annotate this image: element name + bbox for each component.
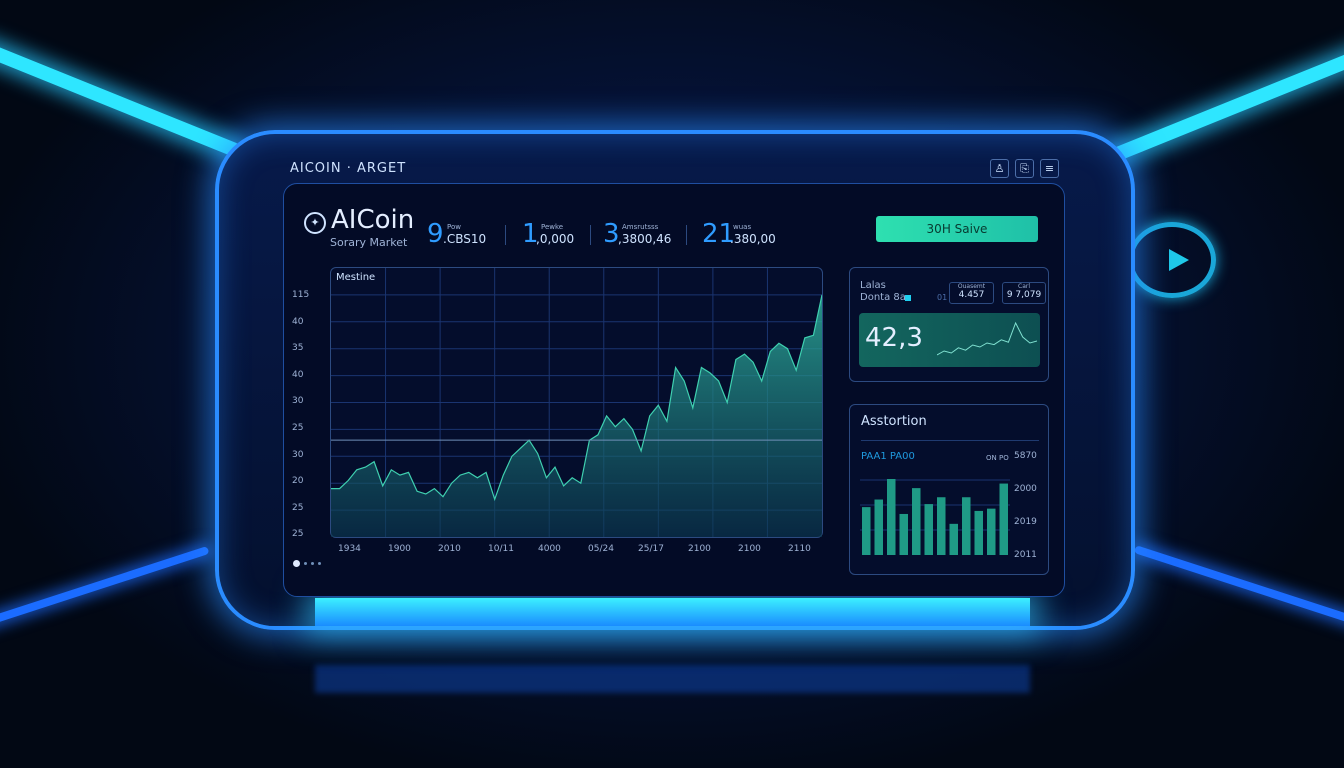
divider — [590, 225, 591, 245]
bar — [999, 483, 1008, 555]
pager-dot — [304, 562, 307, 565]
divider — [686, 225, 687, 245]
pager-dot — [318, 562, 321, 565]
x-tick-label: 1900 — [388, 544, 411, 554]
stat-big: 9 — [427, 219, 444, 249]
y-tick-label: 20 — [292, 476, 304, 487]
x-tick-label: 25/17 — [638, 544, 664, 554]
bar — [924, 504, 933, 555]
y-tick-label: 30 — [292, 449, 304, 460]
status-square — [905, 295, 911, 301]
menu-icon[interactable]: ≡ — [1040, 159, 1059, 178]
play-icon — [1169, 249, 1189, 271]
brand-subtitle: Sorary Market — [330, 236, 408, 249]
bar — [887, 479, 896, 555]
y-tick-label: 2000 — [1014, 484, 1037, 494]
stat-label: Pewke — [541, 223, 564, 231]
x-tick-label: 2100 — [688, 544, 711, 554]
y-tick-label: 2011 — [1014, 550, 1037, 560]
y-tick-label: 2019 — [1014, 517, 1037, 527]
pager — [293, 560, 321, 567]
pager-dot — [293, 560, 300, 567]
y-tick-label: 25 — [292, 423, 304, 433]
series-line — [331, 294, 822, 502]
sparkline-line — [937, 321, 1037, 356]
underglow-bar — [315, 598, 1030, 626]
divider — [861, 440, 1039, 441]
box-value: 9 7,079 — [1006, 290, 1042, 300]
bar — [862, 507, 871, 555]
y-tick-label: 25 — [292, 529, 304, 540]
stat-big: 3 — [603, 219, 620, 249]
bar — [874, 499, 883, 555]
play-button[interactable] — [1128, 222, 1216, 298]
bar-card: Asstortion PAA1 PA00 ON PO 5870 2000 2019 2… — [849, 404, 1049, 575]
box-label: Carl — [1018, 283, 1030, 290]
summary-label: Lalas — [860, 280, 886, 291]
bar — [962, 497, 971, 555]
bar — [912, 488, 921, 555]
stat-value: ,3800,46 — [618, 232, 672, 246]
reflection — [315, 665, 1030, 693]
y-tick-label: 25 — [292, 502, 304, 513]
x-tick-label: 05/24 — [588, 544, 614, 554]
box-label: Ouasemt — [957, 283, 986, 290]
divider — [505, 225, 506, 245]
chart-title: Mestine — [336, 272, 376, 283]
coin-logo-icon: ✦ — [304, 212, 326, 234]
bar-card-tag: ON PO — [986, 454, 1009, 462]
bar — [937, 497, 946, 555]
stat-value: .380,00 — [730, 232, 776, 246]
bar — [949, 523, 958, 555]
person-icon[interactable]: ♙ — [990, 159, 1009, 178]
y-tick-label: 115 — [292, 290, 310, 300]
bar — [987, 508, 996, 555]
sparkline — [937, 321, 1037, 356]
main-chart-panel: Mestine — [330, 267, 823, 538]
pager-dot — [311, 562, 314, 565]
bookmark-icon[interactable]: ⎘ — [1015, 159, 1034, 178]
big-value: 42,3 — [865, 323, 923, 353]
window-title: AICOIN · ARGET — [290, 161, 407, 176]
bar-card-title: Asstortion — [861, 414, 927, 429]
summary-card: Lalas Donta 8a. 01 Ouasemt 4.457 Carl 9 … — [849, 267, 1049, 382]
y-tick-label: 30 — [292, 396, 304, 407]
summary-prefix: 01 — [937, 293, 948, 302]
stat-big: 1 — [522, 219, 539, 249]
stat-value: .CBS10 — [443, 232, 487, 246]
stat-label: wuas — [733, 223, 752, 231]
action-button[interactable]: 30H Saive — [876, 216, 1038, 242]
box-value: 4.457 — [958, 290, 985, 300]
bar-card-subtitle: PAA1 PA00 — [861, 451, 915, 462]
bar — [899, 513, 908, 555]
x-tick-label: 10/11 — [488, 544, 514, 554]
summary-box: Carl 9 7,079 — [1002, 282, 1046, 304]
brand-name: AICoin — [331, 205, 415, 235]
stat-label: Amsrutsss — [622, 223, 659, 231]
x-tick-label: 2010 — [438, 544, 461, 554]
bar-chart — [860, 479, 1010, 555]
x-tick-label: 2100 — [738, 544, 761, 554]
value-highlight: 42,3 — [859, 313, 1040, 367]
summary-box: Ouasemt 4.457 — [949, 282, 994, 304]
y-tick-label: 40 — [292, 369, 304, 380]
x-tick-label: 4000 — [538, 544, 561, 554]
x-tick-label: 1934 — [338, 544, 361, 554]
x-tick-label: 2110 — [788, 544, 811, 554]
y-tick-label: 5870 — [1014, 451, 1037, 461]
bar — [974, 510, 983, 555]
stat-label: Pow — [447, 223, 461, 231]
area-fill — [331, 294, 822, 537]
stat-big: 21 — [702, 219, 736, 249]
y-tick-label: 35 — [292, 343, 304, 354]
summary-label: Donta 8a. — [860, 292, 910, 303]
y-tick-label: 40 — [292, 316, 304, 327]
main-area-chart — [331, 268, 822, 537]
stat-value: ,0,000 — [536, 232, 575, 246]
